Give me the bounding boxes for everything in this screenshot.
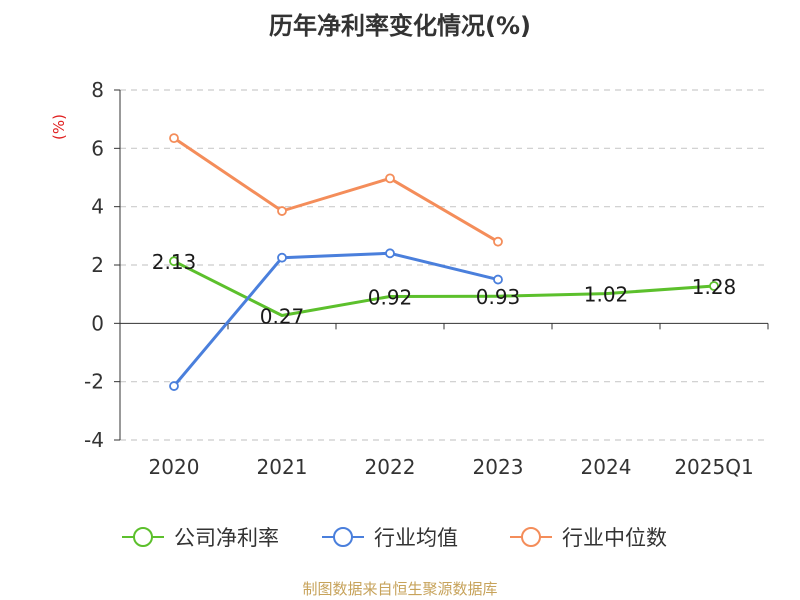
- series-point-2: [169, 381, 179, 391]
- data-label: 1.28: [692, 275, 737, 299]
- series-point-3: [169, 133, 179, 144]
- series-point-3: [277, 206, 287, 216]
- legend-marker: [133, 527, 153, 547]
- data-source-note: 制图数据来自恒生聚源数据库: [302, 580, 498, 598]
- y-tick-label: 2: [91, 253, 104, 277]
- legend-marker: [333, 527, 353, 547]
- data-label: 0.93: [476, 285, 521, 309]
- series-point-3: [385, 173, 395, 184]
- legend-label: 公司净利率: [174, 526, 279, 550]
- y-tick-label: 0: [91, 311, 104, 335]
- series-lines: [169, 133, 719, 391]
- x-tick-label: 2020: [149, 455, 200, 479]
- legend-marker: [521, 527, 541, 547]
- y-tick-label: 4: [91, 195, 104, 219]
- series-point-2: [385, 248, 395, 259]
- legend-label: 行业中位数: [562, 526, 667, 550]
- y-tick-label: 6: [91, 136, 104, 160]
- chart-title: 历年净利率变化情况(%): [269, 12, 531, 40]
- data-label: 1.02: [584, 283, 629, 307]
- series-point-1: [709, 281, 719, 291]
- data-label: 2.13: [152, 250, 197, 274]
- series-point-1: [169, 256, 179, 267]
- series-point-3: [493, 236, 503, 247]
- x-tick-label: 2022: [365, 455, 416, 479]
- legend-label: 行业均值: [374, 526, 458, 550]
- axes: -4 -2 0 2 4 6 8 2020 2021 2022 2023 2024 2025Q1 (%): [50, 78, 769, 479]
- x-tick-label: 2023: [473, 455, 524, 479]
- series-point-2: [493, 274, 503, 285]
- data-label: 0.92: [368, 286, 413, 310]
- series-point-2: [277, 252, 287, 263]
- y-tick-label: -4: [84, 428, 104, 452]
- y-axis-label: (%): [50, 114, 68, 140]
- series-line-1: [173, 259, 715, 317]
- data-label: 0.27: [260, 304, 305, 328]
- x-tick-label: 2025Q1: [674, 455, 753, 479]
- y-tick-label: 8: [91, 78, 104, 102]
- legend: 公司净利率 行业均值 行业中位数: [122, 526, 667, 550]
- series-line-3: [173, 136, 499, 243]
- x-tick-label: 2024: [581, 455, 632, 479]
- data-labels: 2.13 0.27 0.92 0.93 1.02 1.28: [152, 250, 737, 328]
- series-line-2: [172, 251, 499, 387]
- x-tick-label: 2021: [257, 455, 308, 479]
- y-tick-label: -2: [84, 370, 104, 394]
